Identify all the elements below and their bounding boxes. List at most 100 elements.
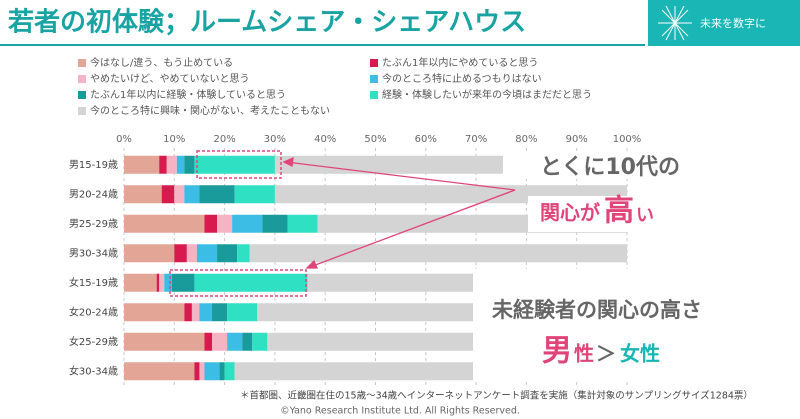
legend-label: 今のところ特に興味・関心がない、考えたこともない	[90, 104, 330, 117]
legend-swatch	[78, 75, 86, 83]
annotation: 性	[574, 342, 594, 366]
y-tick-label: 男25-29歳	[69, 218, 118, 230]
legend-swatch	[78, 107, 86, 115]
y-tick-label: 男30-34歳	[69, 247, 118, 259]
x-tick-label: 60%	[415, 134, 437, 145]
bar-segment	[184, 155, 195, 174]
bar-segment	[194, 155, 275, 174]
highlight-box	[196, 150, 282, 179]
y-tick-label: 女20-24歳	[69, 305, 118, 318]
bar-segment	[219, 362, 225, 381]
bar-segment	[199, 362, 205, 381]
bar-segment	[159, 273, 165, 292]
logo-text: 未来を数字に	[700, 16, 766, 30]
legend-label: 今はなし/違う、もう止めている	[90, 56, 233, 69]
bar-segment	[204, 332, 213, 351]
annotation: 男	[542, 334, 572, 369]
legend-swatch	[370, 91, 378, 99]
bar-segment	[252, 332, 268, 351]
bar-segment	[262, 214, 288, 233]
highlight-box	[169, 269, 307, 297]
bar-segment	[204, 362, 220, 381]
bar-segment	[124, 214, 205, 233]
bar-segment	[234, 185, 275, 204]
x-tick-label: 0%	[116, 134, 132, 145]
bar-segment	[242, 332, 253, 351]
bar-segment	[174, 185, 185, 204]
bar-segment	[171, 273, 195, 292]
annotation: ＞	[596, 342, 616, 366]
legend-label: たぶん1年以内に経験・体験していると思う	[90, 88, 286, 101]
bar-segment	[124, 303, 185, 322]
bar-segment	[194, 273, 308, 292]
bar-segment	[227, 303, 258, 322]
chart-title: 若者の初体験；ルームシェア・シェアハウス	[8, 8, 526, 38]
bar-segment	[217, 244, 238, 263]
bar-segment	[161, 185, 175, 204]
legend-label: たぶん1年以内にやめていると思う	[382, 56, 538, 69]
bar-segment	[204, 214, 218, 233]
bar-segment	[194, 362, 200, 381]
bar-segment	[124, 185, 162, 204]
annotation: とくに10代の	[540, 155, 680, 180]
logo: 未来を数字に	[648, 0, 800, 46]
bar-segment	[164, 273, 172, 292]
bar-segment	[156, 273, 160, 292]
annotation: い	[636, 205, 654, 226]
bar-segment	[176, 155, 185, 174]
copyright: ©Yano Research Institute Ltd. All Rights…	[280, 406, 520, 417]
x-tick-label: 70%	[465, 134, 487, 145]
legend-swatch	[78, 59, 86, 67]
legend-label: 今のところ特に止めるつもりはない	[382, 72, 542, 85]
x-tick-label: 10%	[163, 134, 185, 145]
bar-segment	[199, 303, 213, 322]
bar-segment	[287, 214, 318, 233]
x-tick-label: 40%	[314, 134, 336, 145]
bar-segment	[237, 244, 250, 263]
bar-segment	[186, 244, 197, 263]
bar-segment	[184, 303, 192, 322]
bar-segment	[212, 303, 228, 322]
bar-segment	[124, 155, 160, 174]
bar-segment	[212, 332, 228, 351]
bar-segment	[124, 362, 195, 381]
x-tick-label: 80%	[515, 134, 537, 145]
legend-swatch	[78, 91, 86, 99]
annotation: 関心が	[540, 201, 600, 225]
annotation: 高	[604, 194, 634, 229]
x-tick-label: 90%	[566, 134, 588, 145]
x-tick-label: 30%	[264, 134, 286, 145]
arrows	[282, 156, 516, 269]
annotations: とくに10代の 関心が 高 い 未経験者の関心の高さ 男 性 ＞ 女性	[169, 150, 733, 382]
annotation-bg	[528, 196, 678, 232]
bar-segment	[124, 244, 175, 263]
legend-swatch	[370, 75, 378, 83]
bar-segment	[124, 273, 157, 292]
annotation: 未経験者の関心の高さ	[492, 298, 702, 322]
bar-segment	[184, 185, 200, 204]
annotation-bg	[473, 269, 733, 382]
bar-segment	[159, 155, 167, 174]
bar-segment	[196, 244, 218, 263]
logo-burst	[658, 5, 692, 41]
legend-label: やめたいけど、やめていないと思う	[90, 73, 250, 85]
x-tick-label: 20%	[213, 134, 235, 145]
bar-segment	[199, 185, 235, 204]
bar-segment	[232, 214, 263, 233]
y-tick-label: 男20-24歳	[69, 188, 118, 200]
footnote: ＊首都圏、近畿圏在住の15歳〜34歳へインターネットアンケート調査を実施（集計対…	[240, 390, 753, 402]
y-tick-label: 女25-29歳	[69, 335, 118, 348]
annotation: 女性	[620, 342, 660, 366]
bar-segment	[174, 244, 187, 263]
annotation-bg	[503, 152, 703, 179]
bar-segment	[249, 244, 627, 263]
y-tick-label: 男15-19歳	[69, 159, 118, 171]
bar-segment	[124, 332, 205, 351]
bar-segment	[217, 214, 233, 233]
x-tick-label: 50%	[364, 134, 386, 145]
y-tick-label: 女30-34歳	[69, 364, 118, 377]
bar-segment	[191, 303, 200, 322]
legend-label: 経験・体験したいが来年の今頃はまだだと思う	[382, 88, 592, 101]
bar-segment	[227, 332, 243, 351]
